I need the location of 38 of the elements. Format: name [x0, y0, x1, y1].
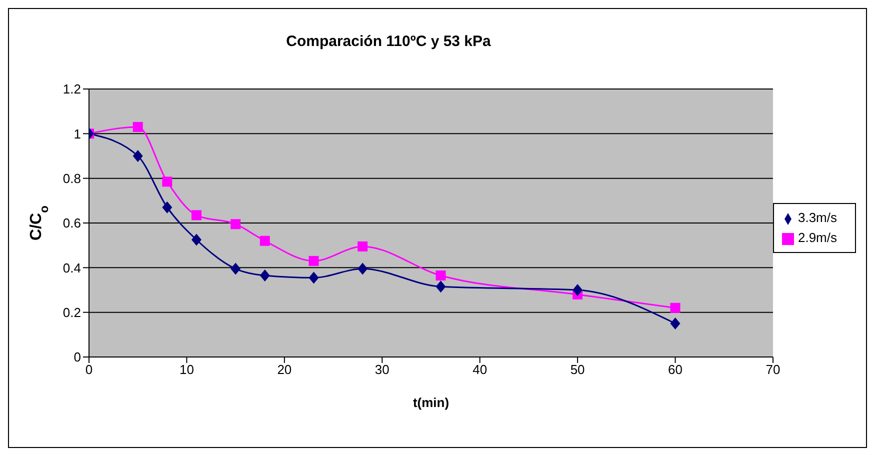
x-axis-title: t(min): [412, 395, 450, 410]
point: [358, 241, 368, 252]
y-tick-label: 1: [74, 126, 81, 142]
y-tick-label: 0.2: [62, 304, 81, 320]
point: [162, 176, 172, 187]
point: [670, 302, 680, 313]
point: [572, 284, 583, 296]
y-tick-label: 0.6: [62, 216, 81, 231]
x-tick-label: 70: [766, 362, 780, 378]
y-tick-label: 0: [74, 350, 81, 365]
point: [230, 262, 241, 275]
point: [308, 256, 319, 266]
y-tick-label: 0.8: [62, 170, 81, 186]
legend-label: 3.3m/s: [798, 210, 837, 225]
point: [162, 201, 172, 214]
x-tick-label: 40: [472, 362, 488, 378]
point: [260, 236, 270, 246]
point: [132, 150, 143, 162]
x-tick-label: 50: [570, 362, 585, 378]
x-tick-label: 10: [179, 362, 194, 378]
x-tick-label: 0: [85, 362, 93, 378]
point: [260, 269, 270, 282]
point: [436, 270, 446, 280]
x-tick-label: 20: [277, 362, 292, 378]
point: [132, 122, 143, 132]
x-tick-label: 60: [668, 362, 683, 378]
y-tick-label: 0.4: [62, 260, 81, 276]
point: [436, 280, 446, 293]
point: [191, 234, 202, 246]
point: [191, 210, 202, 220]
x-tick-label: 30: [374, 362, 390, 378]
point: [308, 272, 319, 284]
legend-label: 2.9m/s: [798, 230, 837, 245]
point: [670, 318, 680, 330]
y-tick-label: 1.2: [62, 82, 81, 97]
point: [230, 219, 241, 230]
point: [358, 262, 368, 275]
chart-title: Comparación 110ºC y 53 kPa: [285, 33, 492, 50]
